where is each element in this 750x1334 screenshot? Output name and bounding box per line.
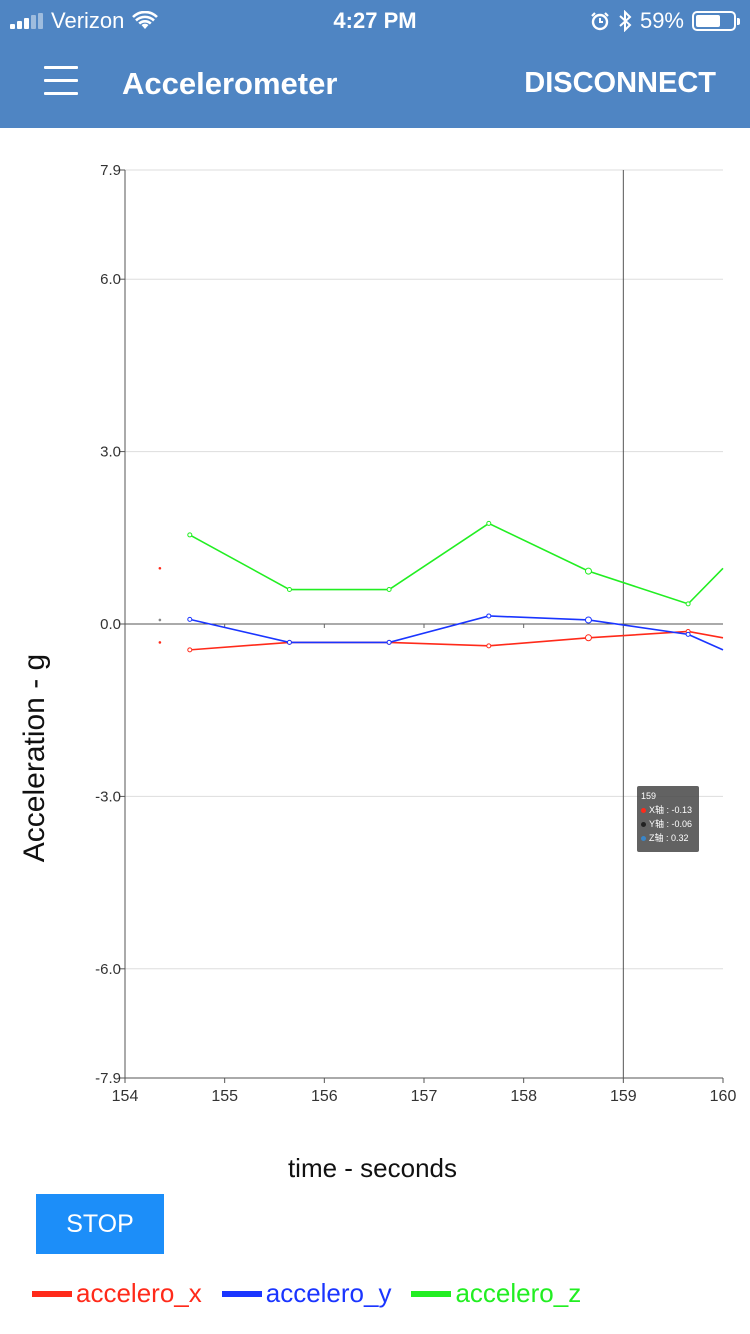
y-tick-label: 3.0 [100,444,121,461]
data-point-accelero_z [486,520,492,526]
legend-swatch-y [221,1290,262,1297]
x-tick-label: 156 [311,1088,338,1105]
battery-percent: 59% [639,8,684,33]
disconnect-button[interactable]: DISCONNECT [524,67,716,99]
status-right: 59% [590,8,740,34]
nav-bar: Accelerometer DISCONNECT [0,40,750,128]
data-point-accelero_x [584,634,592,642]
data-point-accelero_x [187,647,193,653]
tooltip-label-x: X轴 : -0.13 [649,805,693,815]
legend-item-y: accelero_y [221,1278,392,1309]
data-point-accelero_z [286,587,292,593]
legend-item-x: accelero_x [32,1278,202,1309]
data-point-accelero_z [187,532,193,538]
data-point-accelero_z [584,567,592,575]
y-tick-label: -6.0 [95,961,121,978]
alarm-icon [591,12,609,31]
y-tick-label: 0.0 [100,616,121,633]
x-tick-label: 160 [710,1088,737,1105]
data-point-accelero_y [386,639,392,645]
legend-label-x: accelero_x [76,1278,202,1308]
tooltip-row-x: X轴 : -0.13 [641,803,695,817]
x-tick-label: 157 [411,1088,438,1105]
tooltip-dot-z [641,835,646,841]
y-tick-label: 6.0 [100,271,121,288]
legend-swatch-z [411,1290,452,1297]
status-bar: Verizon 4:27 PM 59% [0,0,750,40]
x-tick-label: 159 [610,1088,637,1105]
legend-swatch-x [32,1290,72,1297]
stray-point [158,641,162,644]
data-point-accelero_z [386,587,392,593]
signal-icon [10,13,43,29]
data-point-accelero_y [486,613,492,619]
tooltip-label-y: Y轴 : -0.06 [649,819,693,829]
data-point-accelero_z [685,601,691,607]
stray-point [158,566,162,570]
tooltip-title: 159 [641,791,657,801]
stray-point [158,618,162,622]
chart-tooltip: 159 X轴 : -0.13 Y轴 : -0.06 Z轴 : 0.32 [637,786,699,852]
data-point-accelero_y [187,616,193,622]
legend-label-y: accelero_y [265,1278,392,1308]
battery-icon [692,11,740,31]
data-point-accelero_y [584,616,592,624]
data-point-accelero_y [286,639,292,645]
tooltip-dot-y [641,821,646,827]
stop-button[interactable]: STOP [36,1194,164,1254]
x-axis-label: time - seconds [287,1153,458,1183]
x-tick-label: 154 [112,1088,139,1105]
status-left: Verizon [10,8,159,34]
legend-item-z: accelero_z [411,1278,581,1309]
y-tick-label: 7.9 [100,162,121,179]
series-line-accelero_z [189,522,724,605]
x-tick-label: 158 [510,1088,537,1105]
tooltip-dot-x [641,807,646,813]
y-axis-label: Acceleration - g [18,653,51,863]
tooltip-row-z: Z轴 : 0.32 [641,831,695,845]
data-point-accelero_y [685,631,691,637]
y-tick-label: -3.0 [95,788,121,805]
wifi-icon [132,11,159,29]
hamburger-menu-icon[interactable] [44,66,78,96]
page-title: Accelerometer [122,66,338,101]
tooltip-row-y: Y轴 : -0.06 [641,817,695,831]
accelerometer-chart: 7.9 6.0 3.0 0.0 -3.0 -6.0 -7.9 154 155 156 157 158 1… [0,128,750,1183]
status-time: 4:27 PM [333,8,417,33]
series-line-accelero_x [189,630,724,651]
data-point-accelero_x [486,643,492,649]
chart-legend: accelero_x accelero_y accelero_z [32,1278,581,1309]
x-tick-label: 155 [211,1088,238,1105]
carrier-name: Verizon [51,8,125,33]
bluetooth-icon [619,10,632,32]
y-tick-label: -7.9 [95,1070,121,1087]
legend-label-z: accelero_z [455,1278,582,1308]
tooltip-label-z: Z轴 : 0.32 [649,833,689,843]
